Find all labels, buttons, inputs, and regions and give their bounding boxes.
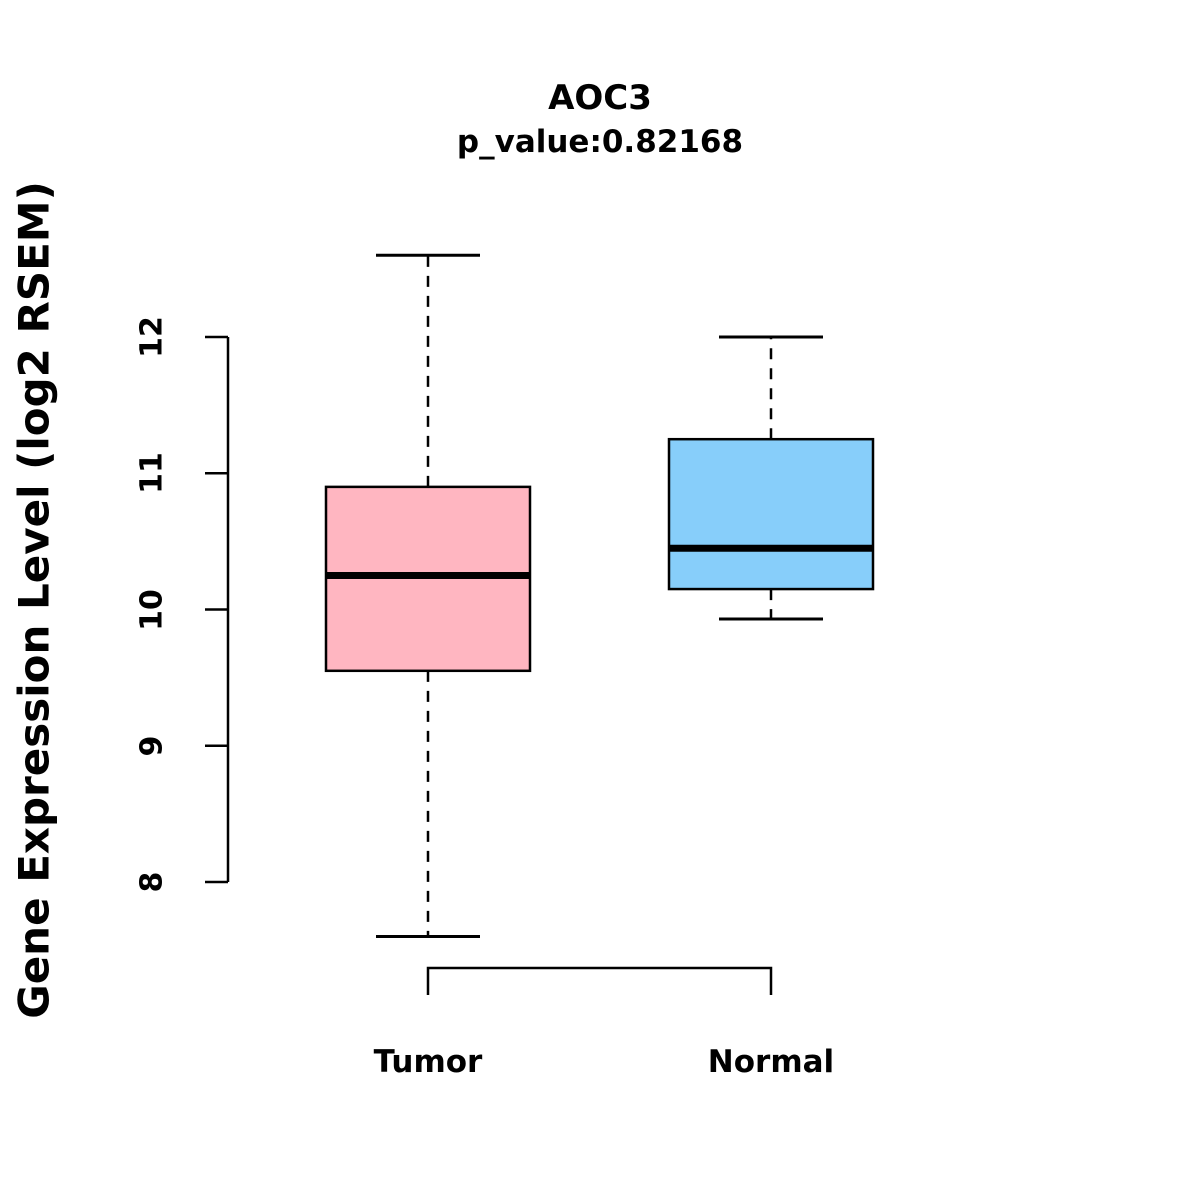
y-tick-label: 10 [134, 588, 170, 631]
y-tick-label: 12 [134, 316, 170, 358]
chart-title: AOC3 [548, 78, 652, 118]
iqr-box-normal [667, 437, 875, 591]
category-label-tumor: Tumor [373, 1044, 483, 1080]
chart-subtitle: p_value:0.82168 [456, 124, 744, 160]
category-label-normal: Normal [707, 1044, 835, 1080]
y-tick-label: 9 [134, 735, 170, 757]
group-bracket [426, 966, 773, 995]
y-tick-label: 8 [134, 871, 170, 893]
y-tick-label: 11 [134, 452, 170, 495]
